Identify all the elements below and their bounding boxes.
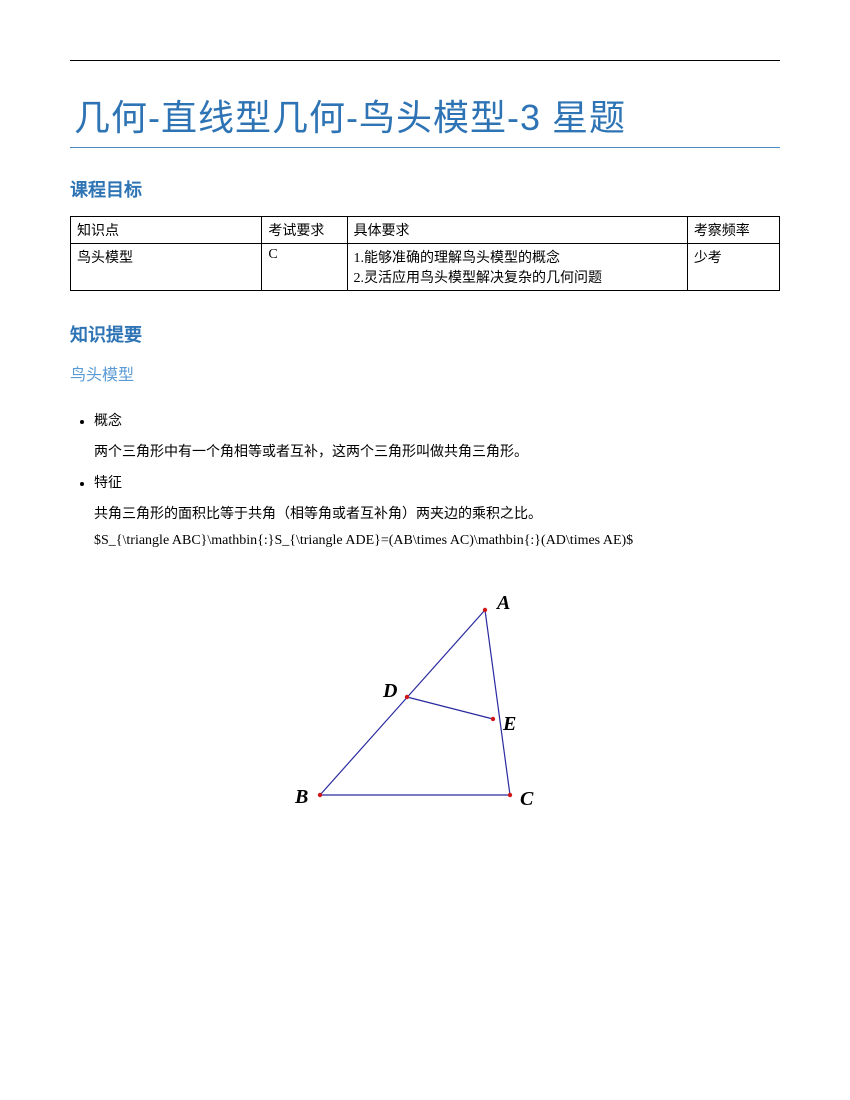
diagram-vertex-label: E xyxy=(502,713,516,735)
diagram-vertex-label: B xyxy=(294,786,308,808)
knowledge-bullet-list: 概念 两个三角形中有一个角相等或者互补，这两个三角形叫做共角三角形。 特征 共角… xyxy=(70,411,780,555)
bullet-text-feature: 共角三角形的面积比等于共角（相等角或者互补角）两夹边的乘积之比。 xyxy=(94,507,542,522)
diagram-vertex xyxy=(491,717,495,721)
table-cell-level: C xyxy=(262,244,347,291)
detail-line: 2.灵活应用鸟头模型解决复杂的几何问题 xyxy=(354,271,603,286)
diagram-vertex-label: C xyxy=(520,788,534,810)
diagram-vertex xyxy=(508,793,512,797)
section-heading-knowledge: 知识提要 xyxy=(70,321,780,347)
diagram-vertex xyxy=(318,793,322,797)
triangle-diagram: A B C D E xyxy=(275,585,575,835)
diagram-vertex xyxy=(483,608,487,612)
bullet-formula: $S_{\triangle ABC}\mathbin{:}S_{\triangl… xyxy=(94,533,633,548)
table-cell-topic: 鸟头模型 xyxy=(71,244,262,291)
bullet-label-concept: 概念 xyxy=(94,411,780,432)
diagram-vertex xyxy=(405,695,409,699)
objectives-table: 知识点 考试要求 具体要求 考察频率 鸟头模型 C 1.能够准确的理解鸟头模型的… xyxy=(70,216,780,291)
diagram-vertex-label: A xyxy=(495,592,510,614)
diagram-edge xyxy=(485,610,510,795)
diagram-vertex-label: D xyxy=(382,680,397,702)
list-item: 特征 共角三角形的面积比等于共角（相等角或者互补角）两夹边的乘积之比。 $S_{… xyxy=(94,473,780,555)
top-horizontal-rule xyxy=(70,60,780,61)
table-cell-detail: 1.能够准确的理解鸟头模型的概念 2.灵活应用鸟头模型解决复杂的几何问题 xyxy=(347,244,687,291)
bullet-label-feature: 特征 xyxy=(94,473,780,494)
diagram-container: A B C D E xyxy=(70,585,780,835)
subsection-heading-model: 鸟头模型 xyxy=(70,361,780,385)
bullet-text-concept: 两个三角形中有一个角相等或者互补，这两个三角形叫做共角三角形。 xyxy=(94,445,528,460)
title-block: 几何-直线型几何-鸟头模型-3 星题 xyxy=(70,89,780,148)
diagram-edge xyxy=(320,610,485,795)
section-heading-goals: 课程目标 xyxy=(70,176,780,202)
diagram-edge xyxy=(407,697,493,719)
table-header-cell: 知识点 xyxy=(71,217,262,244)
table-header-cell: 考察频率 xyxy=(687,217,779,244)
table-header-cell: 具体要求 xyxy=(347,217,687,244)
table-header-cell: 考试要求 xyxy=(262,217,347,244)
table-cell-freq: 少考 xyxy=(687,244,779,291)
page-title: 几何-直线型几何-鸟头模型-3 星题 xyxy=(70,89,780,141)
table-row: 鸟头模型 C 1.能够准确的理解鸟头模型的概念 2.灵活应用鸟头模型解决复杂的几… xyxy=(71,244,780,291)
list-item: 概念 两个三角形中有一个角相等或者互补，这两个三角形叫做共角三角形。 xyxy=(94,411,780,467)
detail-line: 1.能够准确的理解鸟头模型的概念 xyxy=(354,251,561,266)
table-header-row: 知识点 考试要求 具体要求 考察频率 xyxy=(71,217,780,244)
